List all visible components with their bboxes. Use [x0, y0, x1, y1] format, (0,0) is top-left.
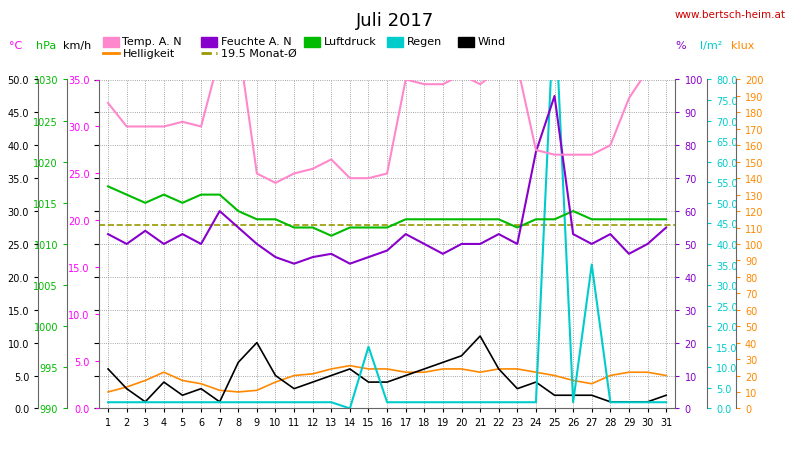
Text: Wind: Wind: [478, 37, 506, 47]
Text: Feuchte A. N: Feuchte A. N: [221, 37, 292, 47]
Text: l/m²: l/m²: [700, 40, 722, 50]
Text: hPa: hPa: [36, 40, 56, 50]
Text: Juli 2017: Juli 2017: [356, 11, 434, 29]
Text: Helligkeit: Helligkeit: [122, 49, 175, 59]
Text: www.bertsch-heim.at: www.bertsch-heim.at: [675, 10, 786, 20]
Text: 19.5 Monat-Ø: 19.5 Monat-Ø: [221, 49, 297, 59]
Text: °C: °C: [9, 40, 22, 50]
Text: %: %: [675, 40, 687, 50]
Text: klux: klux: [731, 40, 754, 50]
Text: Luftdruck: Luftdruck: [324, 37, 377, 47]
Text: km/h: km/h: [62, 40, 91, 50]
Text: Regen: Regen: [407, 37, 442, 47]
Text: Temp. A. N: Temp. A. N: [122, 37, 182, 47]
